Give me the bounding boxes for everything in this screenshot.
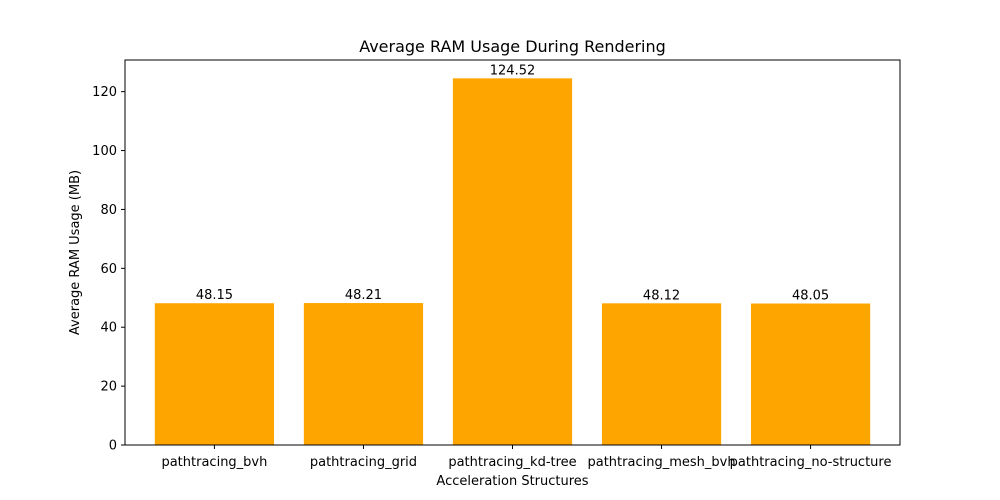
y-tick-label-100: 100 <box>92 144 117 159</box>
x-tick-label-pathtracing_grid: pathtracing_grid <box>310 455 417 470</box>
y-tick-label-80: 80 <box>100 203 117 218</box>
bars-layer: 48.15 48.21 124.52 48.12 48.05 <box>154 63 871 446</box>
data-label-pathtracing_no-structure: 48.05 <box>792 289 829 304</box>
x-tick-label-pathtracing_bvh: pathtracing_bvh <box>161 455 267 470</box>
x-tick-label-pathtracing_kd-tree: pathtracing_kd-tree <box>448 455 576 470</box>
data-label-pathtracing_kd-tree: 124.52 <box>490 63 536 78</box>
data-label-pathtracing_grid: 48.21 <box>345 288 382 303</box>
y-tick-label-0: 0 <box>109 439 117 454</box>
data-label-pathtracing_mesh_bvh: 48.12 <box>643 288 680 303</box>
y-axis: 0 20 40 60 80 100 120 <box>92 85 125 454</box>
y-tick-label-60: 60 <box>100 262 117 277</box>
bar-pathtracing_no-structure <box>750 303 871 445</box>
y-tick-label-20: 20 <box>100 380 117 395</box>
data-label-pathtracing_bvh: 48.15 <box>196 288 233 303</box>
chart-title: Average RAM Usage During Rendering <box>359 37 666 56</box>
y-tick-label-40: 40 <box>100 321 117 336</box>
bar-pathtracing_bvh <box>154 303 275 445</box>
x-tick-label-pathtracing_no-structure: pathtracing_no-structure <box>730 455 892 470</box>
y-tick-label-120: 120 <box>92 85 117 100</box>
x-tick-label-pathtracing_mesh_bvh: pathtracing_mesh_bvh <box>587 455 735 470</box>
bar-pathtracing_kd-tree <box>452 78 573 446</box>
x-axis-title: Acceleration Structures <box>436 474 588 489</box>
bar-pathtracing_mesh_bvh <box>601 303 722 445</box>
x-axis: pathtracing_bvh pathtracing_grid pathtraci… <box>161 445 891 470</box>
y-axis-title: Average RAM Usage (MB) <box>68 170 83 335</box>
bar-pathtracing_grid <box>303 303 424 445</box>
